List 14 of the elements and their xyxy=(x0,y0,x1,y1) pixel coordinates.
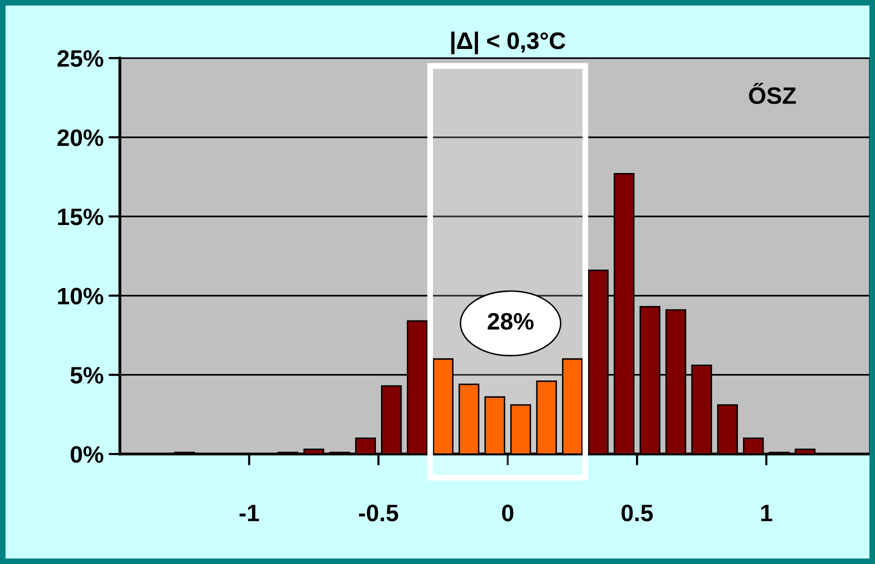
band-label: |Δ| < 0,3°C xyxy=(451,32,566,54)
y-tick-label: 10% xyxy=(58,288,104,304)
y-tick-label: 5% xyxy=(70,366,104,384)
y-tick-label: 20% xyxy=(57,129,104,146)
annotation: 28% xyxy=(488,312,534,330)
y-tick-label: 15% xyxy=(58,208,104,226)
x-tick-label: 0.5 xyxy=(622,504,653,522)
x-tick-label: 1 xyxy=(761,504,772,522)
y-tick-label: 0% xyxy=(70,446,104,463)
y-tick-label: 25% xyxy=(57,50,104,67)
x-tick-label: -0.5 xyxy=(359,504,398,522)
x-tick-label: 0 xyxy=(502,504,514,522)
x-tick-label: -1 xyxy=(240,504,260,522)
text: ŐSZ xyxy=(748,82,796,104)
